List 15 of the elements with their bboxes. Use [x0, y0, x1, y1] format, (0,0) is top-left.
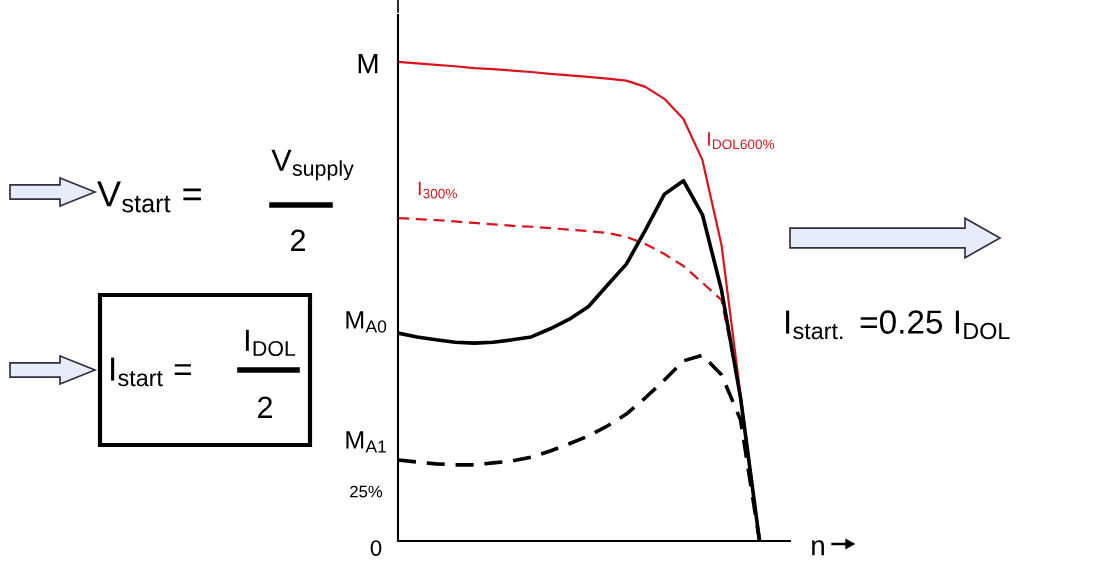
text: V$_{start}$ = [97, 181, 201, 213]
text: V$_{supply}$ [271, 149, 354, 181]
y-axis-title: M [358, 54, 378, 74]
series-label: I$_{300%}$ [418, 181, 457, 199]
text: M$_{A0}$ [346, 311, 387, 333]
x-axis-title: n [812, 540, 824, 556]
text: 0 [370, 540, 382, 556]
text: I$_{DOL}$ [245, 329, 296, 357]
text: 2 [291, 229, 305, 251]
annotation: I$_{start.}$ =0.25 I$_{DOL}$ [786, 310, 1010, 340]
text: M$_{A1}$ [346, 431, 386, 453]
text: 25% [350, 485, 383, 498]
text: 2 [258, 396, 272, 418]
series-label: I$_{DOL600%}$ [708, 132, 775, 150]
text: I$_{start}$ = [111, 357, 191, 387]
